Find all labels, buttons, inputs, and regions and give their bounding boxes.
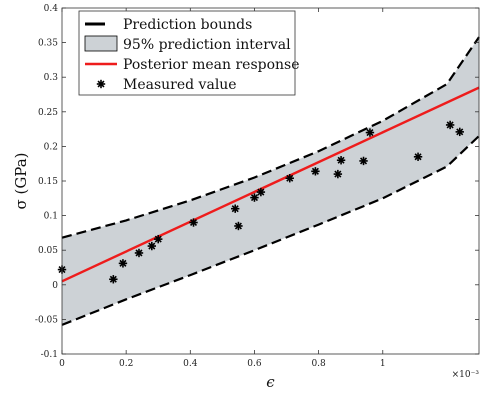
measured-point bbox=[359, 156, 368, 166]
y-tick-label: 0.15 bbox=[38, 177, 58, 187]
legend-swatch-interval bbox=[84, 35, 118, 52]
legend-label: Measured value bbox=[123, 77, 237, 93]
measured-point bbox=[109, 275, 118, 284]
x-tick-label: 1 bbox=[380, 359, 386, 369]
y-tick-label: -0.1 bbox=[41, 350, 58, 360]
measured-point bbox=[311, 167, 320, 176]
y-tick-label: 0.05 bbox=[38, 246, 58, 256]
measured-point bbox=[250, 193, 259, 202]
y-axis-label: σ (GPa) bbox=[12, 152, 30, 209]
measured-point bbox=[231, 204, 240, 213]
y-tick-label: -0.05 bbox=[35, 315, 58, 325]
measured-point bbox=[333, 169, 343, 179]
y-tick-label: 0.4 bbox=[44, 4, 59, 14]
measured-point bbox=[147, 241, 157, 251]
y-tick-label: 0.35 bbox=[38, 39, 58, 49]
tick-marks: 0 0.2 0.4 0.6 0.8 1 -0.1 -0.05 0 0.05 0.1 0.15 0.2 0.… bbox=[35, 4, 479, 369]
lower-prediction-bound bbox=[61, 135, 480, 326]
y-tick-label: 0.2 bbox=[44, 142, 58, 152]
measured-point bbox=[189, 218, 198, 227]
measured-point bbox=[154, 234, 163, 244]
x-tick-label: 0.4 bbox=[183, 359, 198, 369]
x-tick-label: 0.8 bbox=[311, 359, 326, 369]
upper-prediction-bound bbox=[61, 36, 480, 239]
legend-frame bbox=[78, 10, 296, 96]
posterior-mean-line bbox=[61, 86, 480, 283]
measured-point bbox=[134, 248, 144, 258]
y-tick-label: 0.25 bbox=[38, 108, 58, 118]
measured-point bbox=[256, 187, 266, 197]
y-tick-label: 0.1 bbox=[44, 212, 58, 222]
y-tick-label: 0.3 bbox=[44, 73, 59, 83]
prediction-interval-band bbox=[62, 37, 479, 325]
y-tick-label: 0 bbox=[52, 281, 58, 291]
x-exponent-label: ×10⁻³ bbox=[452, 370, 480, 380]
plot-area bbox=[57, 36, 480, 326]
legend-swatch-measured bbox=[96, 79, 106, 89]
measured-point bbox=[445, 120, 455, 130]
x-tick-label: 0.6 bbox=[247, 359, 262, 369]
measured-point bbox=[285, 174, 294, 183]
measured-point bbox=[365, 128, 375, 137]
measured-point bbox=[455, 127, 464, 137]
legend-label: Prediction bounds bbox=[123, 17, 252, 33]
legend-label: Posterior mean response bbox=[123, 57, 300, 73]
measured-point bbox=[413, 152, 423, 161]
legend: Prediction bounds 95% prediction interval… bbox=[78, 10, 300, 96]
measured-point bbox=[336, 156, 346, 165]
x-tick-label: 0 bbox=[59, 359, 65, 369]
legend-label: 95% prediction interval bbox=[123, 37, 291, 53]
x-axis-label: ϵ bbox=[266, 373, 275, 391]
x-tick-label: 0.2 bbox=[119, 359, 133, 369]
measured-point bbox=[234, 221, 243, 231]
measured-point bbox=[118, 259, 128, 268]
